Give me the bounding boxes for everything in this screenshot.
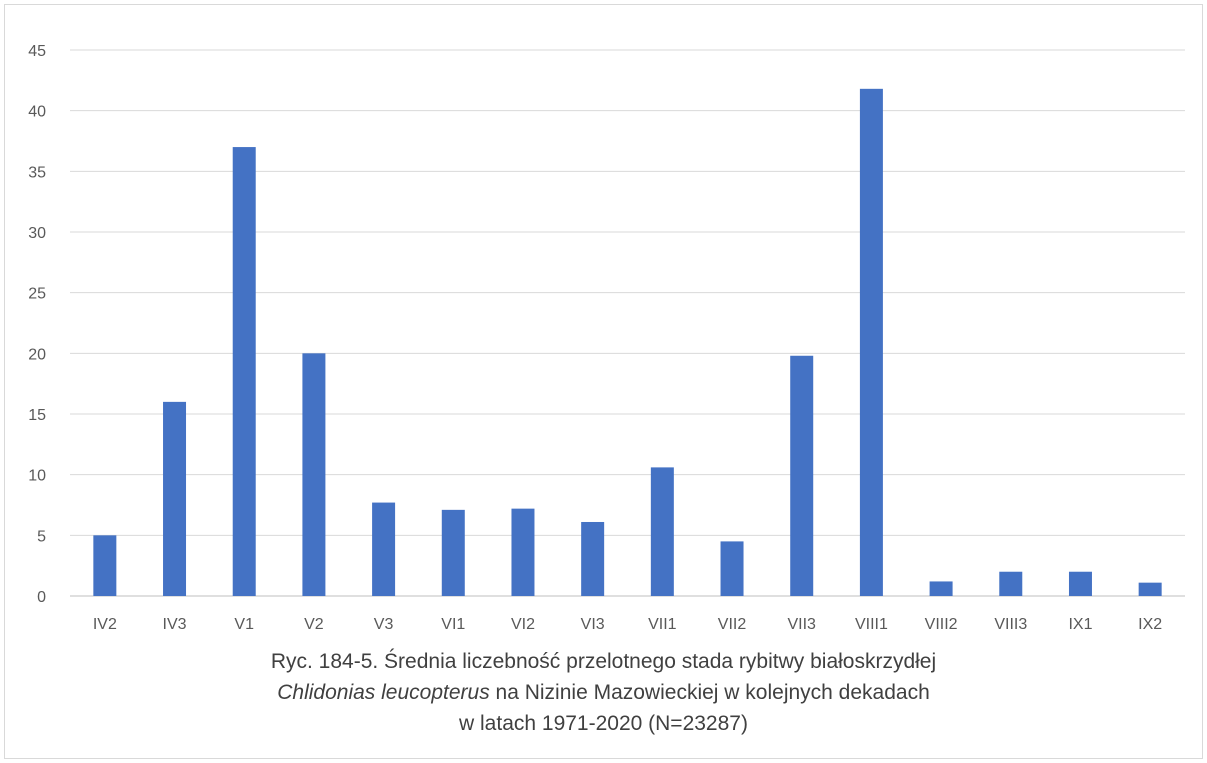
bar-viii1 xyxy=(859,88,883,597)
caption-line-2: Chlidonias leucopterus na Nizinie Mazowi… xyxy=(0,677,1207,708)
y-tick-label: 30 xyxy=(28,225,46,242)
x-tick-label: V1 xyxy=(234,616,254,633)
bar-vi3 xyxy=(581,521,605,596)
chart-frame xyxy=(4,4,1203,759)
y-tick-label: 35 xyxy=(28,164,46,181)
bar-v2 xyxy=(302,353,326,596)
x-tick-label: VI1 xyxy=(441,616,465,633)
x-tick-label: VI3 xyxy=(581,616,605,633)
caption-line-2-rest: na Nizinie Mazowieckiej w kolejnych deka… xyxy=(489,681,930,704)
x-tick-label: IV3 xyxy=(163,616,187,633)
bar-v3 xyxy=(372,502,396,596)
y-tick-label: 5 xyxy=(37,528,46,545)
y-tick-label: 15 xyxy=(28,407,46,424)
y-tick-label: 40 xyxy=(28,104,46,121)
bar-vii3 xyxy=(790,355,814,596)
x-tick-label: VII2 xyxy=(718,616,747,633)
y-tick-label: 10 xyxy=(28,468,46,485)
bar-v1 xyxy=(232,147,256,597)
bar-vi1 xyxy=(441,509,465,596)
bar-vi2 xyxy=(511,508,535,596)
caption-line-1: Ryc. 184-5. Średnia liczebność przelotne… xyxy=(270,650,937,673)
x-tick-label: V2 xyxy=(304,616,324,633)
x-tick-label: VII3 xyxy=(787,616,816,633)
x-tick-label: VIII1 xyxy=(855,616,888,633)
x-tick-label: IX1 xyxy=(1068,616,1092,633)
x-axis-ticks: IV2 IV3 V1 V2 V3 VI1 VI2 VI3 VII1 VII2 VII3 VIII1 VI… xyxy=(93,616,1162,633)
bars xyxy=(93,88,1162,597)
bar-ix1 xyxy=(1068,571,1092,596)
figure-caption: Ryc. 184-5. Średnia liczebność przelotne… xyxy=(0,646,1207,739)
y-axis-ticks: 0 5 10 15 20 25 30 35 40 45 xyxy=(28,43,46,606)
y-tick-label: 0 xyxy=(37,589,46,606)
caption-line-3: w latach 1971-2020 (N=23287) xyxy=(459,712,748,735)
bar-vii2 xyxy=(720,541,744,596)
x-tick-label: VIII2 xyxy=(925,616,958,633)
bar-ix2 xyxy=(1138,582,1162,596)
bar-iv3 xyxy=(163,401,187,596)
x-tick-label: VIII3 xyxy=(994,616,1027,633)
y-tick-label: 45 xyxy=(28,43,46,60)
x-tick-label: IV2 xyxy=(93,616,117,633)
caption-species-latin: Chlidonias leucopterus xyxy=(277,681,490,704)
bar-chart: 0 5 10 15 20 25 30 35 40 45 IV2 IV3 V1 V2 V3 VI1 VI2 VI3… xyxy=(28,43,1185,633)
x-tick-label: VII1 xyxy=(648,616,677,633)
x-tick-label: V3 xyxy=(374,616,394,633)
bar-iv2 xyxy=(93,535,117,596)
bar-viii3 xyxy=(999,571,1023,596)
bar-viii2 xyxy=(929,581,953,596)
x-tick-label: IX2 xyxy=(1138,616,1162,633)
x-tick-label: VI2 xyxy=(511,616,535,633)
gridlines xyxy=(70,49,1185,597)
bar-vii1 xyxy=(650,467,674,596)
y-tick-label: 25 xyxy=(28,286,46,303)
y-tick-label: 20 xyxy=(28,346,46,363)
